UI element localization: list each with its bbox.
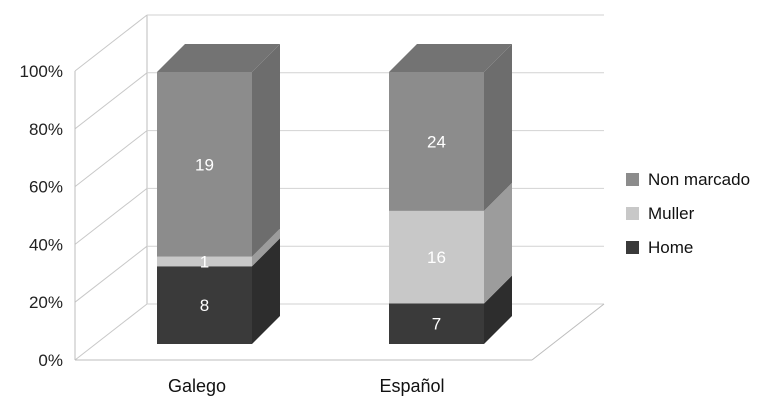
bar-top-face xyxy=(389,44,512,72)
bar-front-face xyxy=(389,72,484,211)
legend-label: Non marcado xyxy=(648,170,750,189)
bar-side-face xyxy=(484,275,512,344)
legend-label: Home xyxy=(648,238,693,257)
x-tick-label: Galego xyxy=(168,376,226,396)
legend: Non marcado Muller Home xyxy=(626,170,750,257)
legend-label: Muller xyxy=(648,204,695,223)
bar-front-face xyxy=(157,72,252,257)
data-label: 1 xyxy=(200,252,209,271)
y-tick-label: 100% xyxy=(20,62,63,81)
gridline-side xyxy=(74,188,148,245)
bar-segment xyxy=(157,44,280,257)
data-label: 16 xyxy=(427,248,446,267)
bar-segment xyxy=(389,275,512,344)
axes: 0% 20% 40% 60% 80% 100% Galego Español xyxy=(20,62,445,396)
bar-top-face xyxy=(157,44,280,72)
y-tick-label: 80% xyxy=(29,120,63,139)
bar-front-face xyxy=(157,266,252,344)
legend-item: Non marcado xyxy=(626,170,750,189)
grid xyxy=(74,14,605,361)
legend-swatch xyxy=(626,241,639,254)
y-tick-label: 60% xyxy=(29,178,63,197)
bar-segment xyxy=(389,44,512,211)
gridline-side xyxy=(74,130,148,187)
bar-side-face xyxy=(484,44,512,211)
gridline-side xyxy=(74,72,148,130)
data-label: 19 xyxy=(195,155,214,174)
data-label: 24 xyxy=(427,132,446,151)
floor-right-edge xyxy=(531,303,605,361)
legend-item: Home xyxy=(626,238,693,257)
y-tick-label: 40% xyxy=(29,235,63,254)
bar-side-face xyxy=(252,44,280,257)
bar-segment xyxy=(157,228,280,267)
data-label: 8 xyxy=(200,296,209,315)
data-labels: 8 1 19 7 16 24 xyxy=(195,132,446,333)
x-tick-label: Español xyxy=(379,376,444,396)
bar-front-face xyxy=(157,256,252,267)
gridline-side xyxy=(74,14,148,72)
bar-segment xyxy=(389,182,512,304)
bar-side-face xyxy=(252,228,280,267)
bar-segment xyxy=(157,238,280,344)
legend-swatch xyxy=(626,173,639,186)
bar-side-face xyxy=(484,182,512,304)
legend-item: Muller xyxy=(626,204,695,223)
bar-front-face xyxy=(389,303,484,344)
gridline-side xyxy=(74,245,148,303)
y-tick-label: 0% xyxy=(38,351,63,370)
bars xyxy=(157,44,512,344)
y-tick-label: 20% xyxy=(29,293,63,312)
gridline-side xyxy=(74,303,148,361)
bar-front-face xyxy=(389,210,484,304)
data-label: 7 xyxy=(432,315,441,334)
bar-side-face xyxy=(252,238,280,344)
legend-swatch xyxy=(626,207,639,220)
